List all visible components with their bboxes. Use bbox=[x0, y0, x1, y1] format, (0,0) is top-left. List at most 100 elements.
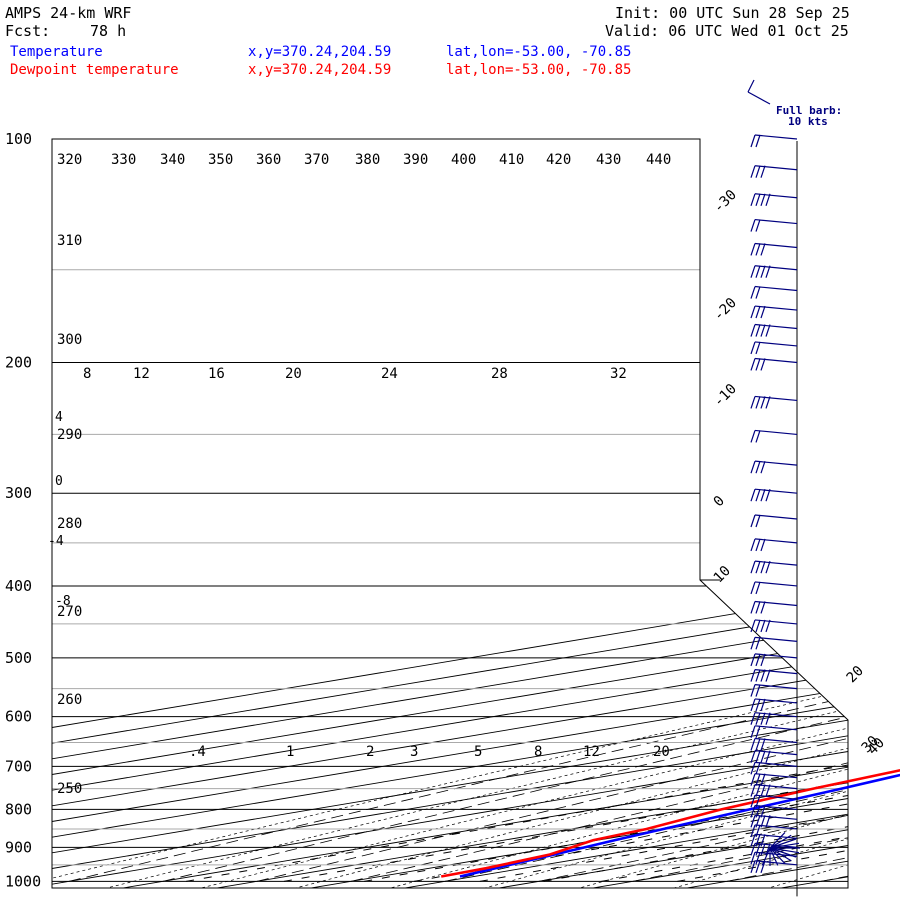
wind-barb bbox=[750, 669, 798, 682]
surface-barb bbox=[769, 847, 786, 865]
wind-barb bbox=[750, 134, 798, 148]
isotherm bbox=[52, 139, 848, 888]
legend-dewpoint-latlon: lat,lon=-53.00, -70.85 bbox=[446, 62, 632, 78]
surface-barb bbox=[769, 847, 800, 854]
mixing-ratio-label: 32 bbox=[610, 366, 627, 382]
mixing-ratio-label: .4 bbox=[189, 744, 206, 760]
pressure-label: 200 bbox=[5, 353, 32, 371]
surface-barb bbox=[769, 847, 797, 858]
wind-barb bbox=[750, 814, 798, 828]
pressure-label: 600 bbox=[5, 708, 32, 726]
wind-barb bbox=[750, 357, 798, 371]
theta-label: 410 bbox=[499, 152, 524, 168]
wind-barb bbox=[750, 165, 798, 178]
isotherm bbox=[52, 139, 848, 888]
pressure-label: 1000 bbox=[5, 872, 41, 890]
isotherm-label: 20 bbox=[844, 663, 867, 686]
dry-adiabat bbox=[261, 139, 848, 888]
theta-label: 280 bbox=[57, 516, 82, 532]
wind-barb bbox=[750, 784, 798, 797]
isotherm bbox=[444, 139, 848, 888]
edge-label: -8 bbox=[55, 594, 71, 609]
wind-barb bbox=[750, 488, 798, 502]
moist-adiabat bbox=[256, 362, 848, 882]
pressure-label: 300 bbox=[5, 484, 32, 502]
wind-barb bbox=[750, 395, 798, 409]
barb-note-sample bbox=[747, 91, 771, 105]
isotherm-label: -10 bbox=[711, 381, 740, 410]
isotherm bbox=[52, 139, 848, 888]
dry-adiabat bbox=[356, 139, 848, 888]
mixing-ratio-label: 16 bbox=[208, 366, 225, 382]
forecast-hours: 78 h bbox=[90, 22, 127, 40]
edge-label: 4 bbox=[55, 410, 63, 425]
theta-label: 310 bbox=[57, 233, 82, 249]
theta-label: 380 bbox=[355, 152, 380, 168]
isotherm-label: 10 bbox=[711, 563, 734, 586]
theta-label: 400 bbox=[451, 152, 476, 168]
pressure-label: 900 bbox=[5, 838, 32, 856]
isotherm-label: -30 bbox=[711, 187, 740, 216]
theta-label: 290 bbox=[57, 427, 82, 443]
model-title: AMPS 24-km WRF bbox=[5, 4, 132, 22]
surface-barb bbox=[769, 834, 792, 849]
theta-label: 340 bbox=[160, 152, 185, 168]
isotherm bbox=[52, 139, 848, 888]
moist-adiabat bbox=[538, 362, 848, 882]
mixing-ratio-label: 24 bbox=[381, 366, 398, 382]
surface-barb bbox=[769, 831, 786, 849]
isotherm bbox=[52, 139, 848, 888]
isotherm bbox=[52, 139, 848, 888]
dry-adiabat bbox=[52, 139, 848, 888]
mixing-ratio-label: 8 bbox=[83, 366, 91, 382]
isotherm bbox=[52, 139, 848, 888]
theta-label: 270 bbox=[57, 604, 82, 620]
wind-barb bbox=[750, 514, 798, 528]
wind-barb bbox=[750, 305, 798, 319]
surface-barb bbox=[769, 847, 779, 866]
mixing-ratio-label: 8 bbox=[534, 744, 542, 760]
edge-label: 0 bbox=[55, 474, 63, 489]
surface-barb bbox=[761, 847, 771, 866]
theta-label: 330 bbox=[111, 152, 136, 168]
wind-barb bbox=[750, 684, 798, 697]
moist-adiabat bbox=[350, 362, 848, 882]
wind-barb bbox=[750, 737, 798, 751]
forecast-label: Fcst: bbox=[5, 22, 51, 40]
wind-barb bbox=[750, 761, 798, 775]
isotherm bbox=[52, 139, 848, 888]
legend-temperature-latlon: lat,lon=-53.00, -70.85 bbox=[446, 44, 632, 60]
theta-label: 420 bbox=[546, 152, 571, 168]
mixing-ratio-line bbox=[479, 716, 848, 882]
wind-barb bbox=[750, 242, 798, 256]
isotherm bbox=[52, 139, 848, 888]
theta-label: 260 bbox=[57, 692, 82, 708]
barb-note-sample-tick bbox=[747, 79, 755, 93]
temperature-profile bbox=[459, 773, 900, 878]
theta-label: 370 bbox=[304, 152, 329, 168]
mixing-ratio-label: 28 bbox=[491, 366, 508, 382]
isotherm-label: 0 bbox=[711, 493, 728, 510]
pressure-label: 700 bbox=[5, 757, 32, 775]
grid-lines bbox=[52, 139, 848, 888]
isotherm bbox=[68, 139, 848, 888]
wind-barb bbox=[750, 773, 798, 786]
wind-barb bbox=[750, 341, 798, 355]
mixing-ratio-label: 20 bbox=[653, 744, 670, 760]
wind-barb bbox=[750, 218, 798, 232]
pressure-label: 100 bbox=[5, 130, 32, 148]
legend-temperature-name: Temperature bbox=[10, 44, 103, 60]
wind-barb bbox=[750, 581, 798, 595]
pressure-label: 400 bbox=[5, 577, 32, 595]
surface-barb bbox=[769, 842, 800, 849]
mixing-ratio-line bbox=[364, 716, 848, 882]
theta-label: 430 bbox=[596, 152, 621, 168]
theta-label: 350 bbox=[208, 152, 233, 168]
wind-barb bbox=[750, 460, 798, 474]
isotherm bbox=[52, 139, 848, 888]
dry-adiabat bbox=[70, 139, 848, 888]
wind-barb bbox=[750, 600, 798, 614]
edge-label: -4 bbox=[48, 534, 64, 549]
wind-barb bbox=[750, 560, 798, 574]
